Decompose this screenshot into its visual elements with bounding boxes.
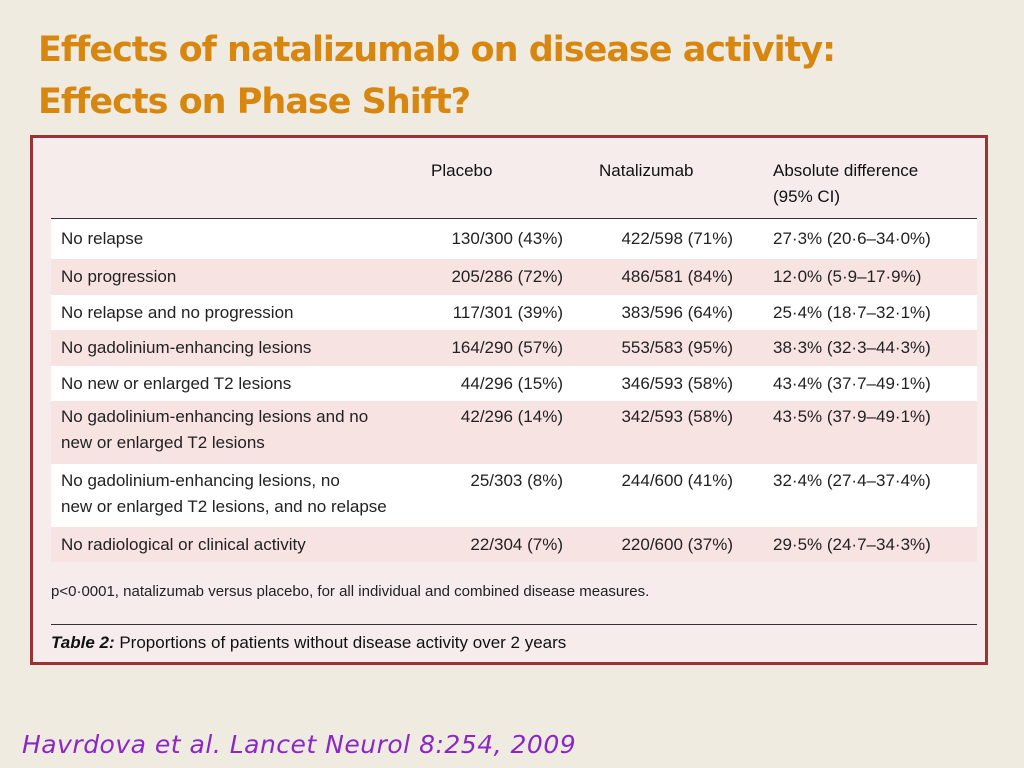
table-frame: Placebo Natalizumab Absolute difference … <box>30 135 988 665</box>
row-label: No gadolinium-enhancing lesions, no new … <box>61 468 421 520</box>
natalizumab-value: 342/593 (58%) <box>621 407 733 426</box>
placebo-value: 205/286 (72%) <box>451 267 563 286</box>
row-label: No radiological or clinical activity <box>61 534 306 554</box>
caption-label: Table 2: <box>51 633 115 652</box>
row-label: No relapse <box>61 229 144 248</box>
difference-value: 12·0% (5·9–17·9%) <box>773 267 922 286</box>
placebo-value: 22/304 (7%) <box>470 534 563 554</box>
header-difference-line-2: (95% CI) <box>773 187 841 206</box>
header-placebo: Placebo <box>431 161 493 180</box>
table-row: No progression 205/286 (72%) 486/581 (84… <box>51 259 977 295</box>
placebo-value: 44/296 (15%) <box>460 373 563 393</box>
placebo-value: 130/300 (43%) <box>451 229 563 248</box>
placebo-value: 25/303 (8%) <box>470 471 563 490</box>
table-row: No gadolinium-enhancing lesions 164/290 … <box>51 330 977 366</box>
row-label-line-2: new or enlarged T2 lesions, and no relap… <box>61 497 387 516</box>
table-caption: Table 2: Proportions of patients without… <box>51 624 977 653</box>
table-row: No relapse and no progression 117/301 (3… <box>51 295 977 330</box>
slide-title-line-2: Effects on Phase Shift? <box>38 82 471 122</box>
table-row: No new or enlarged T2 lesions 44/296 (15… <box>51 366 977 401</box>
natalizumab-value: 220/600 (37%) <box>621 534 733 554</box>
row-label: No gadolinium-enhancing lesions and no n… <box>61 404 421 456</box>
row-label: No progression <box>61 267 177 286</box>
natalizumab-value: 346/593 (58%) <box>621 373 733 393</box>
slide-title-line-1: Effects of natalizumab on disease activi… <box>38 30 836 70</box>
natalizumab-value: 422/598 (71%) <box>621 229 733 248</box>
table-row: No relapse 130/300 (43%) 422/598 (71%) 2… <box>51 219 977 259</box>
difference-value: 25·4% (18·7–32·1%) <box>773 302 931 322</box>
table-row: No gadolinium-enhancing lesions, no new … <box>51 464 977 527</box>
row-label: No new or enlarged T2 lesions <box>61 373 292 393</box>
row-label-line-2: new or enlarged T2 lesions <box>61 433 265 452</box>
natalizumab-value: 244/600 (41%) <box>621 471 733 490</box>
natalizumab-value: 486/581 (84%) <box>621 267 733 286</box>
row-label: No relapse and no progression <box>61 302 294 322</box>
row-label-line-1: No gadolinium-enhancing lesions and no <box>61 407 369 426</box>
difference-value: 43·5% (37·9–49·1%) <box>773 407 931 426</box>
citation: Havrdova et al. Lancet Neurol 8:254, 200… <box>22 730 577 759</box>
row-label: No gadolinium-enhancing lesions <box>61 338 312 357</box>
difference-value: 29·5% (24·7–34·3%) <box>773 534 931 554</box>
caption-text: Proportions of patients without disease … <box>114 633 567 652</box>
difference-value: 27·3% (20·6–34·0%) <box>773 229 931 248</box>
placebo-value: 42/296 (14%) <box>460 407 563 426</box>
table-header-row: Placebo Natalizumab Absolute difference … <box>51 138 977 219</box>
row-label-line-1: No gadolinium-enhancing lesions, no <box>61 471 340 490</box>
placebo-value: 164/290 (57%) <box>451 338 563 357</box>
placebo-value: 117/301 (39%) <box>452 302 563 322</box>
difference-value: 38·3% (32·3–44·3%) <box>773 338 931 357</box>
header-difference-line-1: Absolute difference <box>773 161 919 180</box>
natalizumab-value: 383/596 (64%) <box>621 302 733 322</box>
table-footnote: p<0·0001, natalizumab versus placebo, fo… <box>51 583 650 600</box>
difference-value: 32·4% (27·4–37·4%) <box>773 471 931 490</box>
header-natalizumab: Natalizumab <box>599 161 694 180</box>
results-table: Placebo Natalizumab Absolute difference … <box>51 138 977 562</box>
natalizumab-value: 553/583 (95%) <box>621 338 733 357</box>
table-row: No gadolinium-enhancing lesions and no n… <box>51 401 977 464</box>
slide-title: Effects of natalizumab on disease activi… <box>38 24 836 128</box>
table-row: No radiological or clinical activity 22/… <box>51 527 977 562</box>
difference-value: 43·4% (37·7–49·1%) <box>773 373 931 393</box>
header-absolute-difference: Absolute difference (95% CI) <box>773 158 918 210</box>
